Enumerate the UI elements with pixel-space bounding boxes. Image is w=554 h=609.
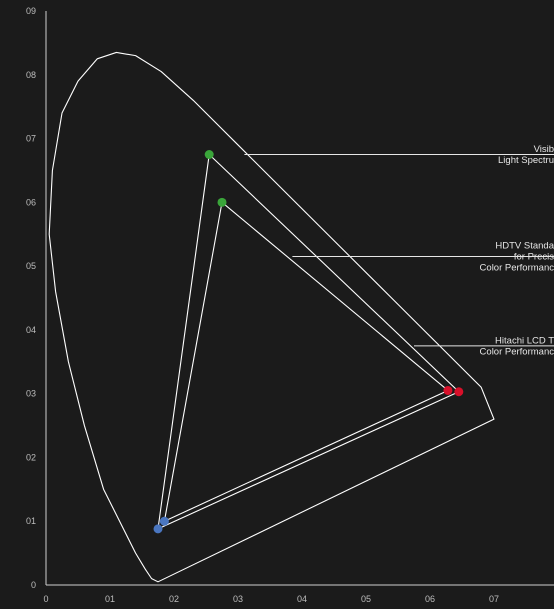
gamut-triangle-1 — [157, 153, 460, 530]
annotation-label: for Precis — [514, 252, 554, 263]
annotation-label: Light Spectru — [498, 155, 554, 166]
primary-point — [159, 516, 169, 526]
y-tick-label: 08 — [26, 70, 36, 80]
y-tick-label: 05 — [26, 261, 36, 271]
spectral-locus — [48, 51, 495, 583]
visible-spectrum-outline — [48, 51, 495, 583]
axes: 0 01 02 03 04 05 06 07 0 01 02 03 04 05 06 07 08 09 — [26, 6, 554, 604]
annotation-label: Color Performanc — [480, 346, 554, 357]
annotation-label: HDTV Standa — [495, 241, 554, 252]
x-tick-label: 02 — [169, 594, 179, 604]
primary-point — [153, 524, 163, 534]
annotation-label: Hitachi LCD T — [495, 335, 554, 346]
y-tick-label: 02 — [26, 452, 36, 462]
y-tick-label: 04 — [26, 325, 36, 335]
y-tick-label: 03 — [26, 389, 36, 399]
x-tick-label: 03 — [233, 594, 243, 604]
x-tick-label: 07 — [489, 594, 499, 604]
x-tick-label: 01 — [105, 594, 115, 604]
y-tick-label: 01 — [26, 516, 36, 526]
primary-point — [454, 387, 464, 397]
gamut-triangle-2 — [163, 201, 449, 522]
gamut-triangles — [157, 153, 460, 530]
primary-point — [204, 150, 214, 159]
y-tick-label: 07 — [26, 134, 36, 144]
primary-point — [443, 385, 453, 395]
y-tick-label: 06 — [26, 197, 36, 207]
x-tick-label: 04 — [297, 594, 307, 604]
x-tick-label: 05 — [361, 594, 371, 604]
x-tick-label: 06 — [425, 594, 435, 604]
y-tick-label: 0 — [31, 580, 36, 590]
annotation-label: Color Performanc — [480, 263, 554, 274]
y-tick-label: 09 — [26, 6, 36, 16]
primary-markers — [153, 150, 464, 534]
annotation-label: Visib — [534, 144, 554, 155]
x-tick-label: 0 — [43, 594, 48, 604]
primary-point — [217, 197, 227, 207]
